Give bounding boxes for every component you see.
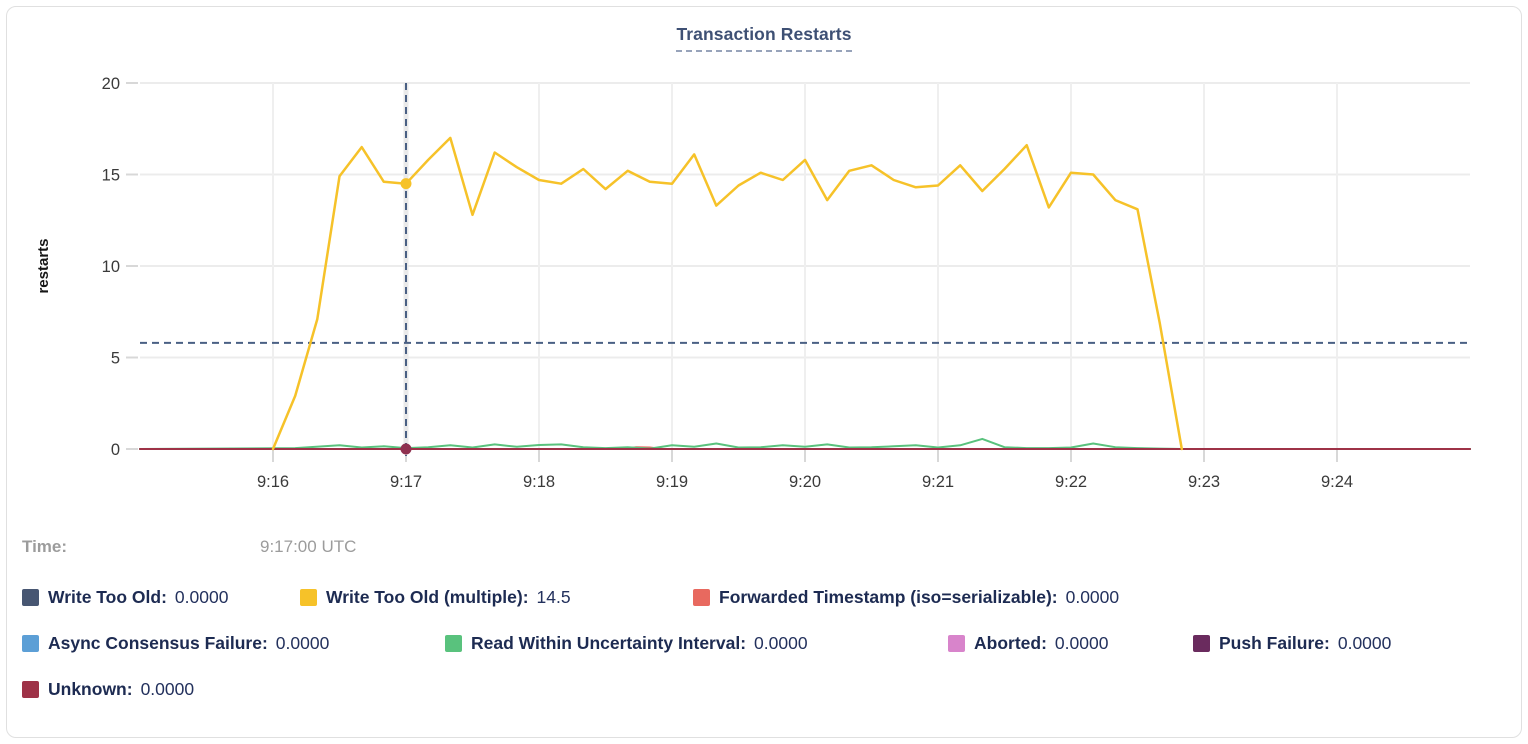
- legend-item-push-failure[interactable]: Push Failure: 0.0000: [1193, 633, 1391, 654]
- legend-swatch-write-too-old-multiple: [300, 589, 317, 606]
- legend-row-1: Write Too Old: 0.0000 Write Too Old (mul…: [0, 587, 1528, 613]
- legend-value: 0.0000: [140, 679, 195, 699]
- svg-text:9:17: 9:17: [390, 473, 422, 491]
- svg-text:9:21: 9:21: [922, 473, 954, 491]
- legend-label: Aborted:: [974, 633, 1047, 653]
- legend-row-3: Unknown: 0.0000: [0, 679, 1528, 705]
- legend-label: Push Failure:: [1219, 633, 1330, 653]
- svg-text:9:19: 9:19: [656, 473, 688, 491]
- hover-time-row: Time: 9:17:00 UTC: [0, 537, 1528, 561]
- legend-item-forwarded-timestamp[interactable]: Forwarded Timestamp (iso=serializable): …: [693, 587, 1119, 608]
- svg-text:20: 20: [102, 75, 120, 93]
- legend-item-async-consensus-failure[interactable]: Async Consensus Failure: 0.0000: [22, 633, 329, 654]
- legend-swatch-aborted: [948, 635, 965, 652]
- transaction-restarts-chart[interactable]: 0 5 10 15 20 9:16 9:17 9:18 9:19 9:20 9:21 9:22 9:23…: [0, 0, 1528, 530]
- legend-value: 0.0000: [1065, 587, 1120, 607]
- hover-time-value: 9:17:00 UTC: [260, 537, 357, 556]
- y-gridlines: 0 5 10 15 20: [102, 75, 1470, 459]
- hover-dot-write-too-old-multiple: [400, 178, 412, 190]
- legend-swatch-async-consensus-failure: [22, 635, 39, 652]
- legend-value: 0.0000: [1337, 633, 1392, 653]
- svg-text:15: 15: [102, 167, 120, 185]
- legend-label: Forwarded Timestamp (iso=serializable):: [719, 587, 1058, 607]
- legend-swatch-forwarded-timestamp: [693, 589, 710, 606]
- legend-value: 0.0000: [174, 587, 229, 607]
- legend-item-aborted[interactable]: Aborted: 0.0000: [948, 633, 1108, 654]
- chart-title[interactable]: Transaction Restarts: [676, 24, 852, 52]
- legend-label: Write Too Old:: [48, 587, 167, 607]
- legend-label: Write Too Old (multiple):: [326, 587, 529, 607]
- legend-item-read-within-uncertainty[interactable]: Read Within Uncertainty Interval: 0.0000: [445, 633, 808, 654]
- legend-swatch-unknown: [22, 681, 39, 698]
- legend-value: 0.0000: [754, 633, 808, 653]
- hover-time-label: Time:: [22, 537, 68, 556]
- legend-swatch-push-failure: [1193, 635, 1210, 652]
- svg-text:9:16: 9:16: [257, 473, 289, 491]
- series-line-write-too-old-multiple: [271, 136, 1184, 451]
- y-axis-label: restarts: [35, 238, 52, 293]
- legend-item-write-too-old-multiple[interactable]: Write Too Old (multiple): 14.5: [300, 587, 571, 608]
- svg-text:9:18: 9:18: [523, 473, 555, 491]
- legend-swatch-write-too-old: [22, 589, 39, 606]
- chart-card: [6, 6, 1522, 738]
- legend-item-write-too-old[interactable]: Write Too Old: 0.0000: [22, 587, 228, 608]
- legend-row-2: Async Consensus Failure: 0.0000 Read Wit…: [0, 633, 1528, 659]
- svg-text:5: 5: [111, 350, 120, 368]
- x-gridlines: 9:16 9:17 9:18 9:19 9:20 9:21 9:22 9:23 9:24: [257, 83, 1353, 491]
- legend-value: 0.0000: [275, 633, 330, 653]
- legend-value: 0.0000: [1054, 633, 1109, 653]
- chart-title-wrap: Transaction Restarts: [0, 24, 1528, 52]
- legend-label: Unknown:: [48, 679, 133, 699]
- svg-text:9:24: 9:24: [1321, 473, 1353, 491]
- legend-label: Async Consensus Failure:: [48, 633, 268, 653]
- legend-value: 14.5: [536, 587, 571, 607]
- legend-item-unknown[interactable]: Unknown: 0.0000: [22, 679, 194, 700]
- legend-label: Read Within Uncertainty Interval:: [471, 633, 747, 653]
- svg-text:9:22: 9:22: [1055, 473, 1087, 491]
- svg-text:9:23: 9:23: [1188, 473, 1220, 491]
- svg-text:10: 10: [102, 258, 120, 276]
- svg-text:0: 0: [111, 441, 120, 459]
- svg-text:9:20: 9:20: [789, 473, 821, 491]
- hover-dot-unknown: [400, 443, 412, 455]
- legend-swatch-read-within-uncertainty: [445, 635, 462, 652]
